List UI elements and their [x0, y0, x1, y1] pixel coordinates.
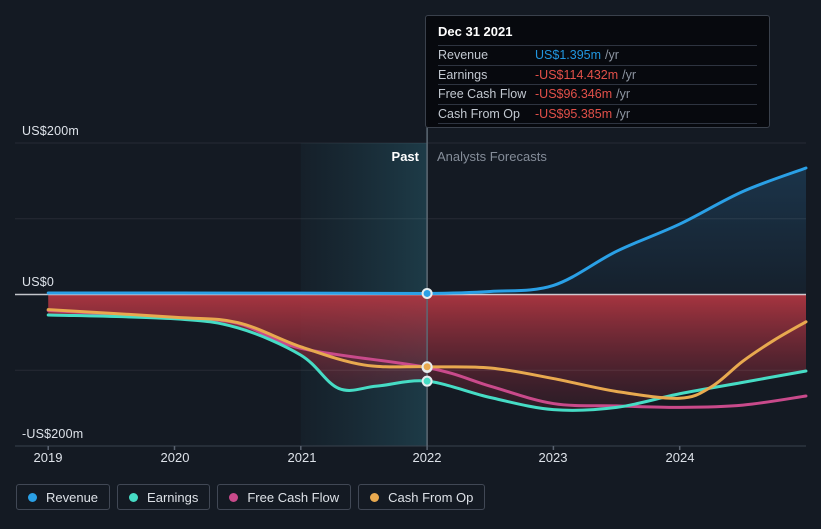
- legend-label: Revenue: [46, 489, 99, 505]
- legend-label: Earnings: [147, 489, 199, 505]
- revenue-series-dot-icon: [28, 492, 37, 502]
- tooltip-row-earnings: Earnings -US$114.432m /yr: [438, 66, 757, 85]
- chart-legend: Revenue Earnings Free Cash Flow Cash Fro…: [16, 484, 486, 510]
- tooltip-value: -US$95.385m: [535, 106, 613, 121]
- free-cash-flow-series-dot-icon: [229, 492, 239, 502]
- tooltip-row-revenue: Revenue US$1.395m /yr: [438, 46, 757, 66]
- y-axis-label-0: US$0: [22, 275, 55, 289]
- analysts-forecasts-section-label: Analysts Forecasts: [437, 149, 547, 164]
- tooltip-date: Dec 31 2021: [438, 16, 757, 46]
- cash-from-op-series-dot-icon: [370, 492, 380, 502]
- x-axis-label-2019: 2019: [33, 450, 63, 465]
- legend-item-revenue[interactable]: Revenue: [16, 484, 111, 510]
- tooltip-row-cash-from-op: Cash From Op -US$95.385m /yr: [438, 105, 757, 124]
- tooltip-suffix: /yr: [616, 106, 631, 121]
- tooltip-suffix: /yr: [616, 87, 631, 102]
- tooltip-label: Free Cash Flow: [438, 87, 527, 102]
- tooltip-value: -US$114.432m: [535, 67, 619, 82]
- tooltip-label: Revenue: [438, 48, 489, 63]
- legend-label: Free Cash Flow: [247, 489, 340, 505]
- legend-item-earnings[interactable]: Earnings: [117, 484, 211, 510]
- legend-item-free-cash-flow[interactable]: Free Cash Flow: [217, 484, 352, 510]
- x-axis-label-2023: 2023: [538, 450, 568, 465]
- tooltip-value: US$1.395m: [535, 48, 602, 63]
- y-axis-label-neg200m: -US$200m: [22, 427, 84, 441]
- tooltip-row-free-cash-flow: Free Cash Flow -US$96.346m /yr: [438, 85, 757, 105]
- tooltip-suffix: /yr: [605, 48, 619, 63]
- legend-item-cash-from-op[interactable]: Cash From Op: [358, 484, 486, 510]
- chart-tooltip: Dec 31 2021 Revenue US$1.395m /yr Earnin…: [425, 15, 770, 128]
- x-axis-label-2020: 2020: [160, 450, 190, 465]
- legend-label: Cash From Op: [388, 489, 474, 505]
- tooltip-value: -US$96.346m: [535, 87, 613, 102]
- earnings-series-dot-icon: [129, 492, 139, 502]
- x-axis-label-2021: 2021: [287, 450, 317, 465]
- y-axis-label-200m: US$200m: [22, 124, 79, 138]
- x-axis-label-2024: 2024: [665, 450, 695, 465]
- past-section-label: Past: [391, 149, 419, 164]
- tooltip-label: Cash From Op: [438, 106, 520, 121]
- tooltip-suffix: /yr: [622, 67, 637, 82]
- x-axis-label-2022: 2022: [412, 450, 442, 465]
- tooltip-label: Earnings: [438, 67, 488, 82]
